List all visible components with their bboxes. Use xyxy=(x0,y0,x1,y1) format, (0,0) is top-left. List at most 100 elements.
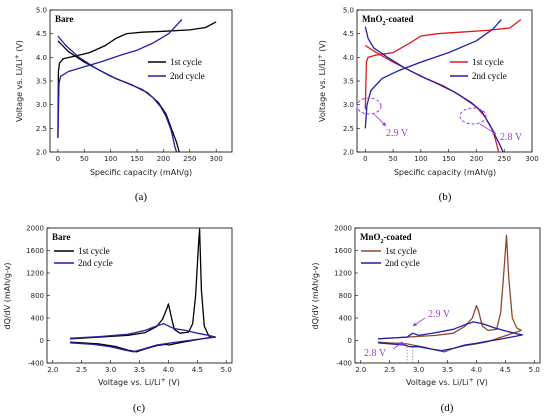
annotation-arrow-2.8v xyxy=(392,341,404,350)
annotation-2.9v: 2.9 V xyxy=(386,128,409,139)
panel-title: MnO2-coated xyxy=(362,14,414,27)
legend-label-1st-cycle: 1st cycle xyxy=(170,57,202,67)
y-tick-label: 2.5 xyxy=(343,125,354,133)
series-1-charge-line xyxy=(378,234,522,340)
y-tick-label: 2.0 xyxy=(36,149,47,157)
y-tick-label: 3.5 xyxy=(343,78,354,86)
x-tick-label: 5.0 xyxy=(529,366,540,374)
series-1-charge-line xyxy=(70,228,213,340)
plot-frame xyxy=(49,9,233,153)
x-tick-label: 300 xyxy=(209,155,222,163)
panel-c: 2.0 2.5 3.0 3.5 4.0 4.5 5.0 -400 0 400 800 1200 1600… xyxy=(3,225,233,414)
x-tick-label: 150 xyxy=(442,155,455,163)
x-tick-label: 100 xyxy=(414,155,427,163)
x-tick-label: 3.5 xyxy=(442,366,453,374)
axis-ticks: 0 50 100 150 200 250 300 2.0 2.5 3.0 3.5 4.0 4.5 5.0 xyxy=(343,7,539,164)
panel-label: (b) xyxy=(439,191,452,203)
y-tick-label: 3.5 xyxy=(36,78,47,86)
legend: 1st cycle 2nd cycle xyxy=(450,57,507,81)
axis-ticks: 2.0 2.5 3.0 3.5 4.0 4.5 5.0 -400 0 400 800 1200 1600… xyxy=(26,225,232,375)
x-tick-label: 4.5 xyxy=(192,366,203,374)
legend-label-1st-cycle: 1st cycle xyxy=(385,246,417,256)
y-axis-label: dQ/dV (mAh/g-v) xyxy=(311,263,320,330)
y-tick-label: 3.0 xyxy=(343,101,354,109)
y-tick-label: 400 xyxy=(31,315,44,323)
x-tick-label: 250 xyxy=(498,155,511,163)
curves xyxy=(70,228,216,353)
plot-frame xyxy=(356,9,533,153)
x-tick-label: 250 xyxy=(183,155,196,163)
y-tick-label: 800 xyxy=(339,292,352,300)
x-tick-label: 50 xyxy=(389,155,398,163)
legend-label-2nd-cycle: 2nd cycle xyxy=(170,71,205,81)
annotation-arrow-2.8v xyxy=(479,123,497,135)
legend-label-2nd-cycle: 2nd cycle xyxy=(385,258,420,268)
y-tick-label: 5.0 xyxy=(36,7,47,15)
y-axis-label: dQ/dV (mAh/g-v) xyxy=(3,263,12,330)
x-tick-label: 2.5 xyxy=(76,366,87,374)
y-tick-label: 0 xyxy=(40,337,44,345)
axis-ticks: 0 50 100 150 200 250 300 2.0 2.5 3.0 3.5 4.0 4.5 5.0 xyxy=(36,7,223,164)
y-tick-label: 4.5 xyxy=(36,30,47,38)
y-tick-label: -400 xyxy=(28,360,44,368)
y-tick-label: 800 xyxy=(31,292,44,300)
curves xyxy=(378,234,523,363)
panel-label: (c) xyxy=(133,402,146,414)
annotation-circle-2.8v xyxy=(459,107,487,125)
legend: 1st cycle 2nd cycle xyxy=(148,57,205,81)
annotation-arrow-2.9v xyxy=(373,113,387,127)
x-tick-label: 3.0 xyxy=(413,366,424,374)
x-tick-label: 50 xyxy=(80,155,89,163)
x-tick-label: 2.5 xyxy=(384,366,395,374)
x-tick-label: 4.0 xyxy=(163,366,174,374)
panel-a: 0 50 100 150 200 250 3002.02.53.03.54.04.55.0 … xyxy=(14,7,233,203)
series-1-charge-line xyxy=(57,21,217,138)
y-tick-label: 2000 xyxy=(334,225,352,233)
series-2-charge-line xyxy=(57,19,183,138)
annotation-circle-2.9v xyxy=(356,97,382,115)
x-axis-label: Voltage vs. Li/Li+ (V) xyxy=(98,377,180,388)
x-tick-label: 100 xyxy=(104,155,117,163)
x-tick-label: 5.0 xyxy=(221,366,232,374)
legend-label-2nd-cycle: 2nd cycle xyxy=(78,258,113,268)
axis-ticks: 2.0 2.5 3.0 3.5 4.0 4.5 5.0 -400 0 400 800 1200 1600… xyxy=(334,225,540,375)
annotation-arrow-2.9v xyxy=(412,317,426,327)
x-axis-label: Specific capacity (mAh/g) xyxy=(394,168,496,177)
x-tick-label: 3.5 xyxy=(134,366,145,374)
x-axis-label: Specific capacity (mAh/g) xyxy=(90,168,192,177)
y-tick-label: 4.5 xyxy=(343,30,354,38)
x-tick-label: 2.0 xyxy=(47,366,58,374)
curves xyxy=(57,19,217,153)
x-tick-label: 200 xyxy=(157,155,170,163)
series-2-discharge-line xyxy=(378,334,523,352)
y-axis-label: Voltage vs. Li/Li+ (V) xyxy=(14,40,25,122)
panel-d: 2.0 2.5 3.0 3.5 4.0 4.5 5.0 -400 0 400 800 1200 1600… xyxy=(311,225,541,414)
legend: 1st cycle 2nd cycle xyxy=(54,246,113,268)
panel-title: Bare xyxy=(55,14,73,24)
y-tick-label: -400 xyxy=(336,360,352,368)
y-tick-label: 5.0 xyxy=(343,7,354,15)
x-axis-label: Voltage vs. Li/Li+ (V) xyxy=(406,377,488,388)
annotation-2.8v: 2.8 V xyxy=(364,348,387,359)
x-tick-label: 2.0 xyxy=(355,366,366,374)
y-tick-label: 2000 xyxy=(26,225,44,233)
legend-label-1st-cycle: 1st cycle xyxy=(78,246,110,256)
x-tick-label: 0 xyxy=(363,155,367,163)
legend: 1st cycle 2nd cycle xyxy=(361,246,420,268)
y-tick-label: 2.0 xyxy=(343,149,354,157)
y-tick-label: 400 xyxy=(339,315,352,323)
legend-label-1st-cycle: 1st cycle xyxy=(472,57,504,67)
x-tick-label: 4.5 xyxy=(500,366,511,374)
panel-title: MnO2-coated xyxy=(360,232,412,245)
y-tick-label: 1200 xyxy=(334,270,352,278)
series-2-discharge-line xyxy=(364,26,504,153)
y-tick-label: 4.0 xyxy=(343,54,354,62)
series-2-charge-line xyxy=(378,321,523,340)
y-tick-label: 1600 xyxy=(26,247,44,255)
x-tick-label: 200 xyxy=(470,155,483,163)
legend-label-2nd-cycle: 2nd cycle xyxy=(472,71,507,81)
y-tick-label: 1600 xyxy=(334,247,352,255)
x-tick-label: 0 xyxy=(56,155,60,163)
y-tick-label: 3.0 xyxy=(36,101,47,109)
y-tick-label: 4.0 xyxy=(36,54,47,62)
